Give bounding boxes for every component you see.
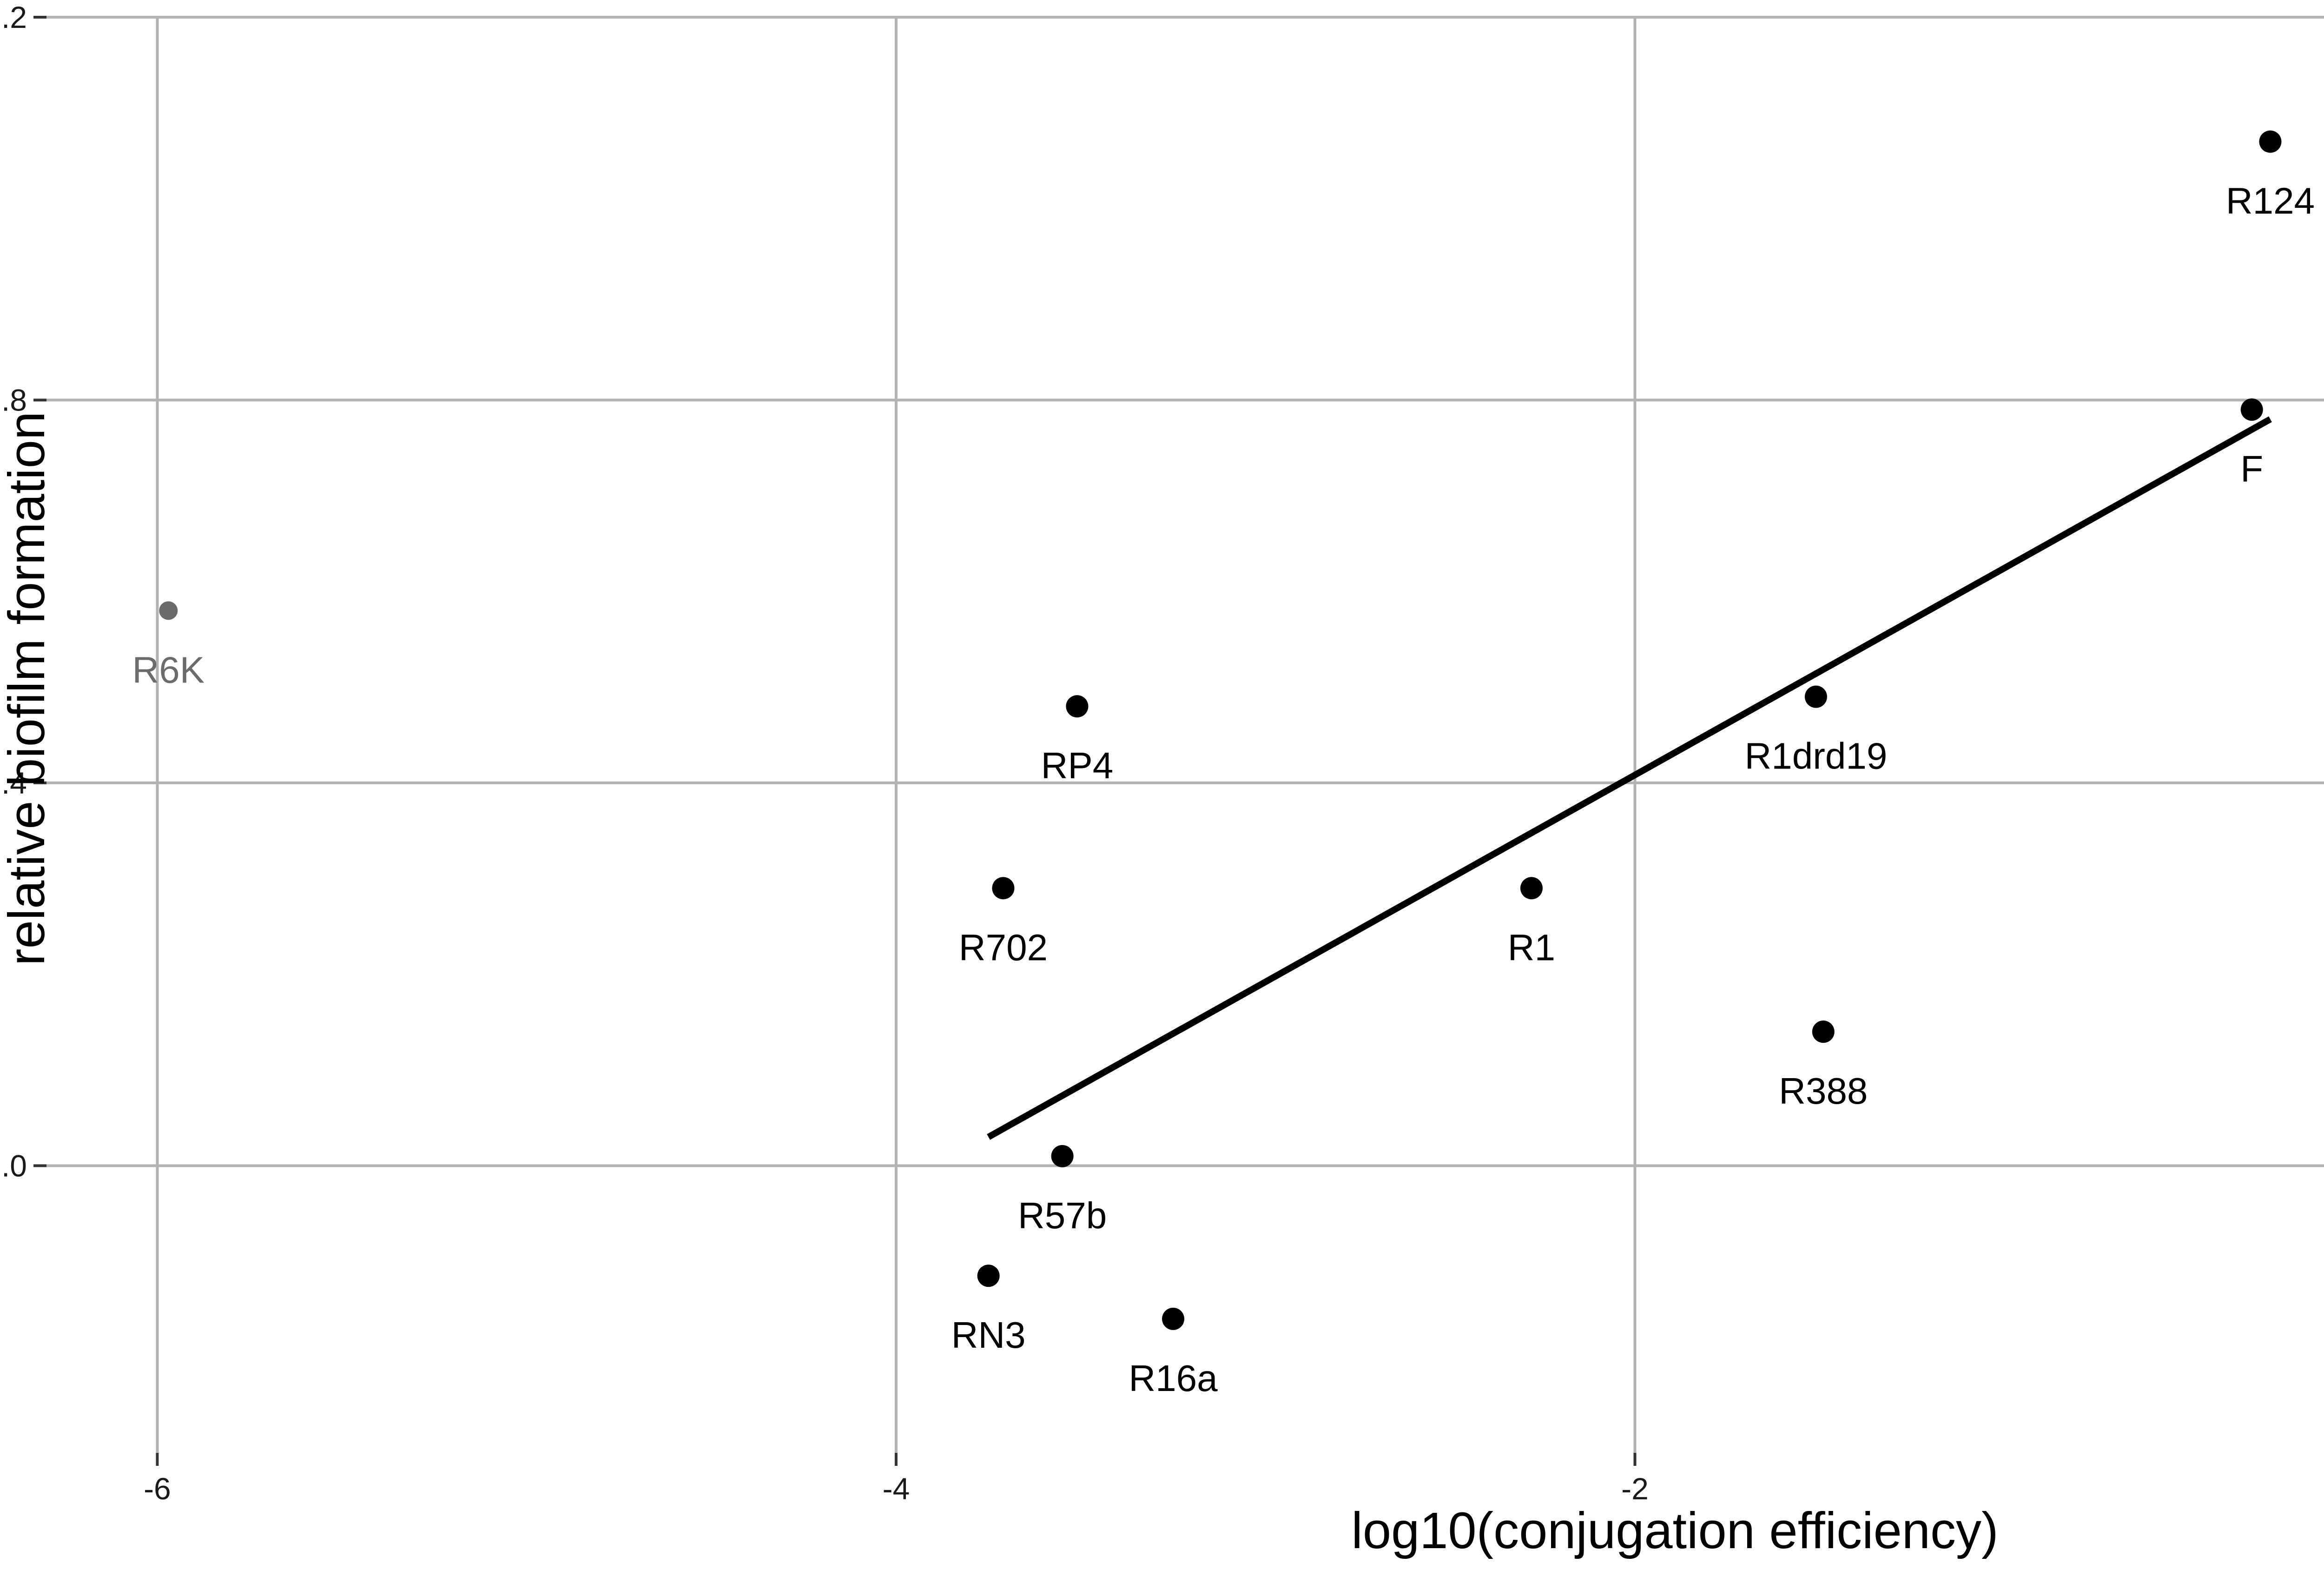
y-tick-label: 2.2 <box>0 0 27 34</box>
data-point-r1drd19 <box>1804 685 1827 708</box>
data-point-r16a <box>1162 1307 1185 1330</box>
data-points <box>159 130 2282 1330</box>
point-labels: R6K RP4 R702 R57b RN3 R16a R1 R1drd19 R388 F R124 <box>132 180 2315 1399</box>
x-axis-title: log10(conjugation efficiency) <box>1351 1502 1998 1559</box>
point-label-r57b: R57b <box>1018 1195 1107 1236</box>
axes: -6-4-201.01.41.82.2 <box>0 0 1649 1506</box>
data-point-rn3 <box>977 1265 1000 1287</box>
point-label-r124: R124 <box>2226 180 2315 222</box>
point-label-r702: R702 <box>959 927 1048 968</box>
point-label-r1drd19: R1drd19 <box>1744 735 1887 777</box>
point-label-r1: R1 <box>1508 927 1555 968</box>
y-tick-label: 1.0 <box>0 1148 27 1183</box>
data-point-r1 <box>1520 877 1543 900</box>
y-tick-label: 1.4 <box>0 766 27 800</box>
y-axis-title: relative biofilm formation <box>0 411 55 966</box>
data-point-rp4 <box>1066 695 1089 718</box>
grid-lines <box>46 16 2324 1453</box>
fit-line-layer <box>987 416 2272 1140</box>
point-label-rp4: RP4 <box>1041 745 1114 786</box>
data-point-r124 <box>2259 130 2282 153</box>
point-label-r388: R388 <box>1779 1070 1868 1112</box>
data-point-f <box>2240 398 2263 421</box>
data-point-r702 <box>992 877 1015 900</box>
data-point-r6k <box>159 601 178 620</box>
point-label-r6k: R6K <box>132 649 205 690</box>
data-point-r388 <box>1812 1020 1835 1043</box>
point-label-f: F <box>2240 448 2263 490</box>
point-label-r16a: R16a <box>1129 1358 1218 1399</box>
x-tick-label: -2 <box>1621 1471 1649 1506</box>
x-tick-label: -6 <box>144 1471 171 1506</box>
x-tick-label: -4 <box>883 1471 910 1506</box>
point-label-rn3: RN3 <box>951 1314 1026 1356</box>
regression-line <box>987 416 2272 1140</box>
data-point-r57b <box>1051 1145 1074 1167</box>
y-tick-label: 1.8 <box>0 383 27 417</box>
